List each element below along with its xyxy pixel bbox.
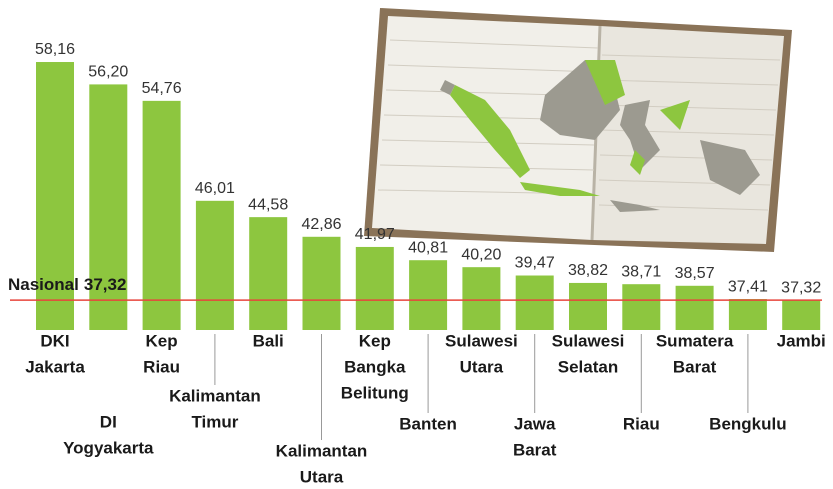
x-tick-label: Sumatera xyxy=(656,331,734,350)
x-tick-label: Jawa xyxy=(514,414,556,433)
x-tick-label: Riau xyxy=(143,357,180,376)
x-tick-label: Banten xyxy=(399,414,457,433)
x-tick-label: Kalimantan xyxy=(169,386,261,405)
value-label: 37,32 xyxy=(781,279,821,296)
value-label: 38,57 xyxy=(675,265,715,282)
x-tick-label: Jambi xyxy=(777,331,826,350)
value-label: 40,20 xyxy=(461,246,501,263)
x-tick-label: DI xyxy=(100,412,117,431)
bar xyxy=(462,267,501,330)
x-tick-label: Bali xyxy=(253,331,284,350)
x-tick-label: Sulawesi xyxy=(552,331,625,350)
bar xyxy=(675,285,714,330)
bar xyxy=(782,300,821,330)
bar xyxy=(355,246,394,330)
bar xyxy=(249,217,288,330)
bar xyxy=(622,284,661,330)
value-label: 56,20 xyxy=(88,64,128,81)
x-tick-label: Jakarta xyxy=(25,357,85,376)
x-tick-label: DKI xyxy=(40,331,69,350)
x-tick-label: Utara xyxy=(460,357,504,376)
reference-label: Nasional 37,32 xyxy=(8,276,126,295)
x-tick-label: Bangka xyxy=(344,357,406,376)
x-tick-label: Belitung xyxy=(341,383,409,402)
bar xyxy=(302,236,341,330)
value-label: 41,97 xyxy=(355,226,395,243)
value-label: 40,81 xyxy=(408,239,448,256)
value-label: 58,16 xyxy=(35,41,75,58)
reference-name: Nasional xyxy=(8,276,79,295)
x-tick-label: Barat xyxy=(673,357,717,376)
bar xyxy=(195,200,234,330)
x-tick-label: Barat xyxy=(513,440,557,459)
x-tick-label: Kep xyxy=(146,331,178,350)
value-label: 38,82 xyxy=(568,262,608,279)
bar xyxy=(89,84,128,331)
x-tick-label: Kep xyxy=(359,331,391,350)
x-tick-label: Bengkulu xyxy=(709,414,786,433)
value-label: 54,76 xyxy=(142,80,182,97)
bar xyxy=(569,282,607,330)
x-tick-label: Timur xyxy=(191,412,238,431)
value-label: 42,86 xyxy=(301,216,341,233)
x-tick-label: Sulawesi xyxy=(445,331,518,350)
value-label: 44,58 xyxy=(248,196,288,213)
book-illustration xyxy=(364,8,792,252)
bar xyxy=(409,260,448,330)
bar xyxy=(728,299,767,330)
bar xyxy=(142,100,181,330)
bar xyxy=(36,62,74,330)
bar xyxy=(515,275,554,330)
value-label: 46,01 xyxy=(195,180,235,197)
reference-value: 37,32 xyxy=(84,276,127,295)
x-tick-label: Selatan xyxy=(558,357,618,376)
x-tick-label: Riau xyxy=(623,414,660,433)
value-label: 38,71 xyxy=(621,263,661,280)
x-tick-label: Yogyakarta xyxy=(63,438,154,457)
value-label: 37,41 xyxy=(728,278,768,295)
x-tick-label: Utara xyxy=(300,467,344,486)
x-tick-label: Kalimantan xyxy=(276,441,368,460)
value-label: 39,47 xyxy=(515,255,555,272)
